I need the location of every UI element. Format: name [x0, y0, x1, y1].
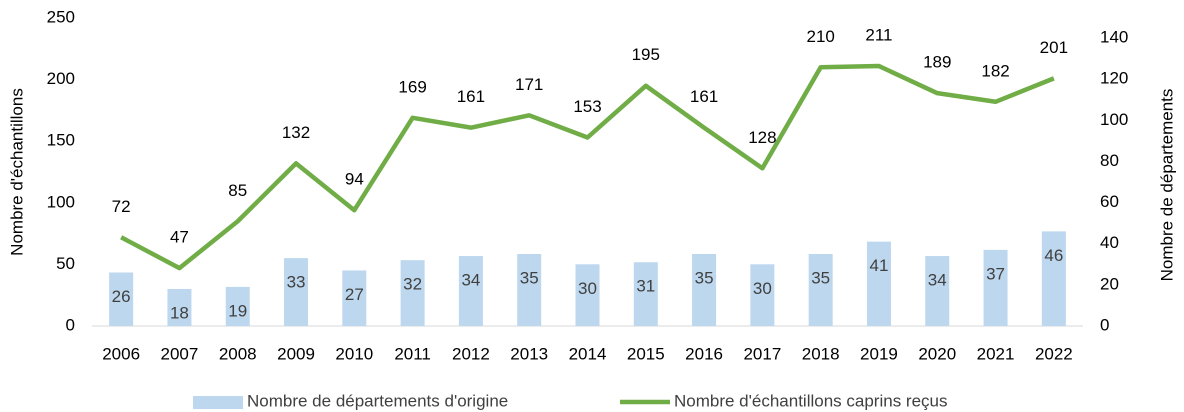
line-value-label: 85: [228, 181, 247, 200]
bar-value-label: 31: [636, 277, 655, 296]
bar: [925, 256, 950, 326]
y2-tick-label: 140: [1100, 27, 1128, 46]
line-value-label: 94: [345, 170, 364, 189]
bar: [167, 288, 192, 326]
bar-value-label: 35: [811, 268, 830, 287]
y2-axis-title: Nombre de départements: [1157, 89, 1176, 282]
bar: [109, 272, 134, 326]
bar-value-label: 35: [520, 268, 539, 287]
x-tick-label: 2015: [627, 344, 665, 363]
line-value-label: 182: [981, 61, 1009, 80]
line-value-label: 161: [457, 87, 485, 106]
bar: [983, 249, 1008, 326]
bar: [225, 286, 250, 326]
bar: [517, 254, 542, 326]
bar: [1041, 231, 1066, 326]
bar-value-label: 41: [870, 256, 889, 275]
x-tick-label: 2016: [685, 344, 723, 363]
line-value-label: 72: [112, 197, 131, 216]
x-tick-label: 2010: [335, 344, 373, 363]
x-tick-label: 2021: [977, 344, 1015, 363]
bar-value-label: 30: [753, 279, 772, 298]
y-tick-label: 100: [47, 192, 75, 211]
bar-value-label: 18: [170, 303, 189, 322]
y2-tick-label: 120: [1100, 69, 1128, 88]
y2-tick-label: 20: [1100, 274, 1119, 293]
x-tick-label: 2013: [510, 344, 548, 363]
bar: [692, 254, 717, 326]
x-tick-label: 2017: [743, 344, 781, 363]
y2-tick-label: 100: [1100, 110, 1128, 129]
line-value-label: 201: [1040, 38, 1068, 57]
bar-value-label: 27: [345, 285, 364, 304]
line-value-label: 210: [806, 27, 834, 46]
bar-value-label: 33: [287, 273, 306, 292]
line-value-label: 211: [865, 26, 892, 45]
x-tick-label: 2007: [161, 344, 199, 363]
bar-value-label: 26: [112, 287, 131, 306]
legend-swatch: [193, 396, 243, 409]
y-tick-label: 50: [56, 254, 75, 273]
line-value-label: 128: [748, 128, 776, 147]
y-tick-label: 0: [66, 315, 75, 334]
bar-value-label: 34: [461, 271, 480, 290]
line: [120, 63, 1055, 271]
bar: [750, 264, 775, 326]
bar-value-label: 30: [578, 279, 597, 298]
line-value-label: 132: [282, 123, 310, 142]
y-tick-label: 200: [47, 69, 75, 88]
bar: [633, 262, 658, 326]
line-value-label: 171: [515, 75, 543, 94]
y2-tick-label: 60: [1100, 192, 1119, 211]
x-tick-label: 2019: [860, 344, 898, 363]
line-value-label: 153: [573, 97, 601, 116]
x-tick-label: 2014: [569, 344, 607, 363]
y2-tick-label: 80: [1100, 151, 1119, 170]
line-value-label: 189: [923, 53, 951, 72]
bar-value-label: 34: [928, 271, 947, 290]
line-value-label: 47: [170, 228, 189, 247]
bar: [342, 270, 367, 326]
bar: [400, 260, 425, 326]
bar: [866, 241, 891, 326]
bar: [458, 256, 483, 326]
x-tick-label: 2006: [102, 344, 140, 363]
y-tick-label: 150: [47, 131, 75, 150]
x-tick-label: 2011: [394, 344, 431, 363]
x-tick-label: 2008: [219, 344, 257, 363]
legend-label: Nombre de départements d'origine: [247, 391, 508, 410]
x-tick-label: 2020: [918, 344, 956, 363]
x-tick-label: 2009: [277, 344, 315, 363]
bar-value-label: 19: [228, 301, 247, 320]
x-tick-label: 2012: [452, 344, 490, 363]
bar-value-label: 46: [1044, 246, 1063, 265]
bar: [808, 254, 833, 326]
x-tick-label: 2018: [802, 344, 840, 363]
y-tick-label: 250: [47, 7, 75, 26]
bar-value-label: 32: [403, 275, 422, 294]
line-value-label: 195: [632, 45, 660, 64]
legend-label: Nombre d'échantillons caprins reçus: [674, 391, 948, 410]
line-value-label: 169: [398, 77, 426, 96]
y2-tick-label: 0: [1100, 315, 1109, 334]
line-value-label: 161: [690, 87, 718, 106]
bar-value-label: 37: [986, 264, 1005, 283]
bar-value-label: 35: [695, 268, 714, 287]
y-axis-title: Nombre d'échantillons: [7, 88, 26, 256]
bar: [575, 264, 600, 326]
y2-tick-label: 40: [1100, 233, 1119, 252]
bar: [284, 258, 309, 326]
x-tick-label: 2022: [1035, 344, 1073, 363]
